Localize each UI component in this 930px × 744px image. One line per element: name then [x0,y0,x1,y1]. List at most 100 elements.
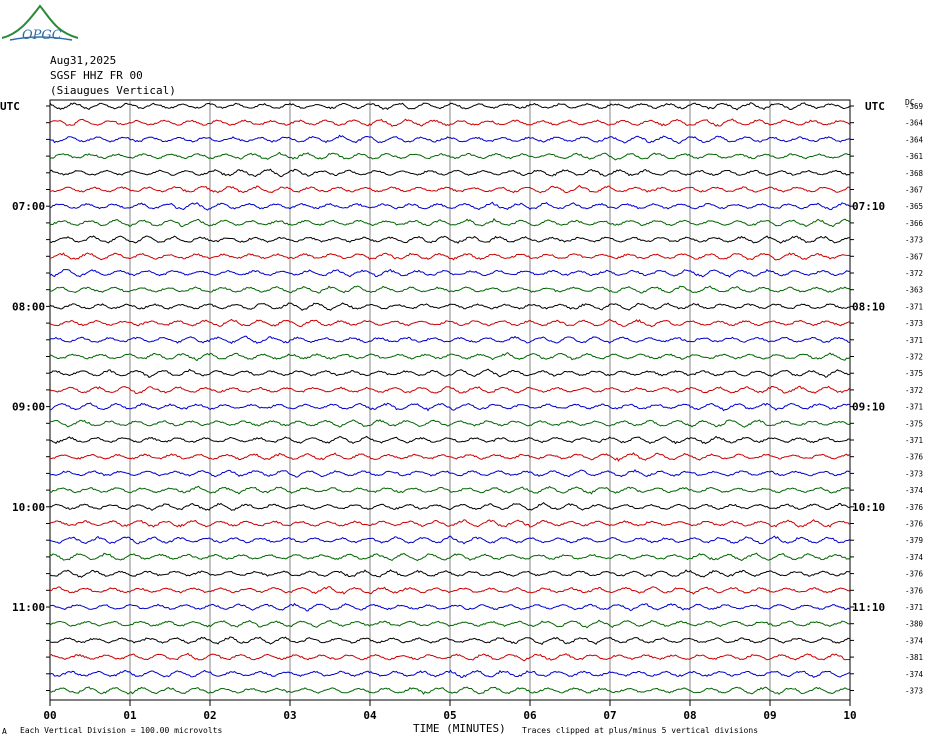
date-label: Aug31,2025 [50,54,117,67]
location-label: (Siaugues Vertical) [50,84,176,97]
scale-note: Each Vertical Division = 100.00 microvol… [20,726,223,735]
dc-offset-label: -372 [905,353,923,362]
x-tick-label: 04 [363,709,377,722]
trace-8 [49,235,850,244]
dc-offset-label: -373 [905,236,923,245]
trace-31 [49,619,850,629]
left-hour-label: 11:00 [12,601,45,614]
right-hour-label: 11:10 [852,601,885,614]
dc-offset-label: -366 [905,219,924,228]
dc-offset-label: -374 [905,636,924,645]
dc-label: DC [905,98,915,107]
corner-mark: A [2,727,7,736]
x-tick-label: 09 [763,709,776,722]
logo-text: OPGC [22,28,62,43]
trace-18 [49,402,850,412]
dc-offset-label: -371 [905,403,923,412]
dc-offset-label: -373 [905,469,923,478]
left-hour-label: 10:00 [12,501,45,514]
dc-offset-label: -376 [905,586,924,595]
dc-offset-label: -376 [905,453,924,462]
x-tick-label: 02 [203,709,216,722]
dc-offset-label: -371 [905,302,923,311]
x-tick-label: 01 [123,709,137,722]
trace-28 [49,569,850,578]
right-utc-label: UTC [865,100,885,113]
dc-offset-label: -376 [905,570,924,579]
dc-offset-label: -379 [905,536,923,545]
dc-offset-label: -363 [905,286,923,295]
dc-offset-label: -371 [905,436,923,445]
trace-9 [49,252,850,261]
trace-27 [49,552,850,562]
trace-17 [49,385,850,395]
x-axis-title: TIME (MINUTES) [413,722,506,735]
dc-offset-label: -367 [905,252,923,261]
dc-offset-label: -374 [905,553,924,562]
trace-30 [49,602,850,612]
left-hour-label: 07:00 [12,200,45,213]
dc-offset-label: -371 [905,603,923,612]
station-label: SGSF HHZ FR 00 [50,69,143,82]
dc-offset-label: -381 [905,653,923,662]
trace-5 [49,184,850,194]
x-tick-label: 08 [683,709,696,722]
x-tick-label: 03 [283,709,296,722]
trace-4 [49,168,850,178]
trace-10 [49,268,850,278]
trace-35 [49,686,850,696]
trace-26 [49,535,850,545]
trace-7 [49,217,850,228]
logo-mountain-icon [1,4,79,41]
x-tick-label: 06 [523,709,537,722]
trace-34 [49,669,850,678]
dc-offset-label: -364 [905,135,924,144]
x-tick-label: 05 [443,709,456,722]
trace-3 [49,151,850,161]
dc-offset-label: -364 [905,119,924,128]
trace-19 [49,418,850,428]
trace-25 [49,519,850,528]
dc-offset-label: -373 [905,319,923,328]
trace-21 [49,452,850,462]
trace-0 [49,102,850,111]
dc-offset-label: -376 [905,503,924,512]
x-tick-label: 07 [603,709,616,722]
right-hour-label: 10:10 [852,501,885,514]
dc-offset-label: -369 [905,102,923,111]
right-hour-label: 09:10 [852,401,885,414]
dc-offset-label: -372 [905,269,923,278]
trace-29 [49,585,850,595]
trace-6 [49,201,850,211]
trace-2 [49,134,850,145]
dc-offset-label: -380 [905,620,924,629]
dc-offset-label: -373 [905,687,923,696]
x-tick-label: 00 [43,709,56,722]
dc-offset-label: -376 [905,520,924,529]
dc-offset-label: -368 [905,169,924,178]
trace-1 [49,118,850,128]
left-utc-label: UTC [0,100,20,113]
trace-13 [49,318,850,328]
trace-15 [49,351,850,362]
dc-offset-label: -361 [905,152,923,161]
trace-14 [49,335,850,345]
dc-offset-label: -375 [905,419,923,428]
dc-offset-label: -372 [905,386,923,395]
dc-offset-label: -365 [905,202,923,211]
x-tick-label: 10 [843,709,856,722]
trace-22 [49,468,850,478]
dc-offset-label: -374 [905,486,924,495]
left-hour-label: 08:00 [12,300,45,313]
trace-11 [49,285,850,294]
right-hour-label: 08:10 [852,300,885,313]
trace-16 [49,368,850,378]
left-hour-label: 09:00 [12,401,45,414]
dc-offset-label: -375 [905,369,923,378]
dc-offset-label: -367 [905,186,923,195]
trace-32 [49,636,850,646]
right-hour-label: 07:10 [852,200,885,213]
trace-20 [49,435,850,445]
dc-offset-label: -374 [905,670,924,679]
